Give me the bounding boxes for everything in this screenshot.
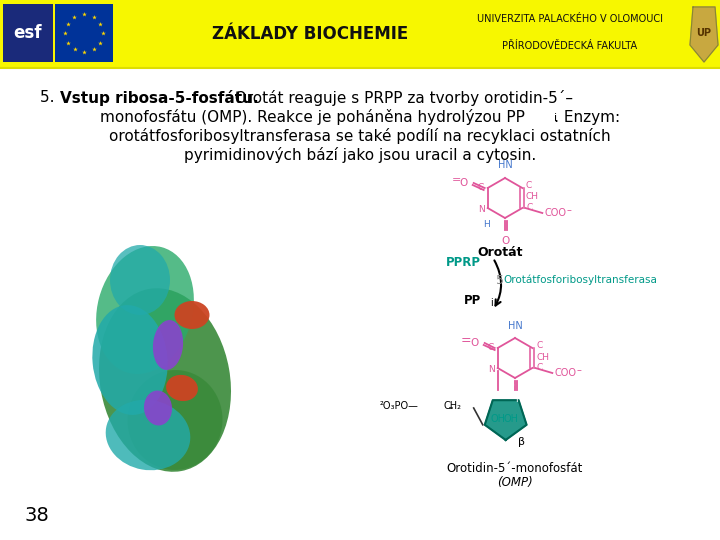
Text: Vstup ribosa-5-fosfátu.: Vstup ribosa-5-fosfátu. bbox=[60, 90, 258, 106]
Text: UNIVERZITA PALACKÉHO V OLOMOUCI: UNIVERZITA PALACKÉHO V OLOMOUCI bbox=[477, 14, 663, 24]
Text: –: – bbox=[576, 365, 581, 375]
Bar bbox=[55, 4, 113, 62]
Text: HN: HN bbox=[498, 160, 513, 170]
Text: ZÁKLADY BIOCHEMIE: ZÁKLADY BIOCHEMIE bbox=[212, 25, 408, 43]
Ellipse shape bbox=[92, 305, 168, 415]
Text: C: C bbox=[477, 184, 484, 192]
Text: O: O bbox=[501, 236, 509, 246]
Text: H: H bbox=[499, 446, 506, 455]
Text: esf: esf bbox=[14, 24, 42, 42]
Text: N: N bbox=[478, 206, 485, 214]
Text: C: C bbox=[536, 363, 543, 373]
Text: C: C bbox=[536, 341, 543, 350]
Text: i: i bbox=[554, 113, 557, 123]
Text: N: N bbox=[488, 366, 495, 375]
Text: H: H bbox=[483, 397, 490, 406]
Text: HN: HN bbox=[508, 321, 523, 331]
Text: OH: OH bbox=[490, 414, 505, 424]
Text: 38: 38 bbox=[25, 506, 50, 525]
Bar bbox=[0, 0, 720, 68]
Text: C: C bbox=[526, 180, 531, 190]
Text: CH: CH bbox=[536, 353, 549, 362]
Text: 5: 5 bbox=[496, 273, 504, 287]
Text: PPRP: PPRP bbox=[446, 256, 481, 269]
Text: O: O bbox=[470, 338, 479, 348]
Text: C: C bbox=[526, 204, 533, 213]
Text: H: H bbox=[483, 220, 490, 229]
Text: COO: COO bbox=[554, 368, 576, 378]
Text: PP: PP bbox=[464, 294, 481, 307]
Ellipse shape bbox=[144, 390, 172, 426]
Ellipse shape bbox=[153, 320, 183, 370]
Ellipse shape bbox=[110, 245, 170, 315]
Bar bbox=[3, 4, 53, 62]
Text: COO: COO bbox=[544, 208, 567, 218]
Ellipse shape bbox=[174, 301, 210, 329]
Text: Orotát: Orotát bbox=[477, 246, 523, 259]
Text: β: β bbox=[518, 437, 525, 447]
Text: =: = bbox=[461, 334, 472, 348]
Text: orotátfosforibosyltransferasa se také podílí na recyklaci ostatních: orotátfosforibosyltransferasa se také po… bbox=[109, 128, 611, 144]
Text: Orotátfosforibosyltransferasa: Orotátfosforibosyltransferasa bbox=[503, 275, 657, 285]
Ellipse shape bbox=[96, 246, 194, 374]
Ellipse shape bbox=[127, 370, 222, 470]
Text: H: H bbox=[530, 423, 536, 433]
Text: 5.: 5. bbox=[40, 90, 64, 105]
Text: H: H bbox=[516, 395, 522, 404]
Polygon shape bbox=[485, 400, 526, 440]
Ellipse shape bbox=[99, 288, 231, 472]
Text: CH: CH bbox=[526, 192, 539, 201]
Polygon shape bbox=[690, 7, 718, 62]
Text: –: – bbox=[567, 205, 571, 215]
Text: O: O bbox=[459, 178, 468, 188]
Text: ²O₃PO—: ²O₃PO— bbox=[380, 401, 418, 411]
Text: C: C bbox=[487, 343, 494, 353]
Text: Orotidin-5´-monofosfát: Orotidin-5´-monofosfát bbox=[447, 462, 583, 475]
Ellipse shape bbox=[106, 400, 190, 470]
Text: =: = bbox=[452, 175, 462, 185]
Text: monofosfátu (OMP). Reakce je poháněna hydrolýzou PP      . Enzym:: monofosfátu (OMP). Reakce je poháněna hy… bbox=[100, 109, 620, 125]
Bar bbox=[0, 68, 720, 540]
Text: i: i bbox=[490, 298, 492, 308]
Ellipse shape bbox=[166, 375, 198, 401]
Text: CH₂: CH₂ bbox=[444, 401, 462, 411]
Text: UP: UP bbox=[696, 28, 711, 38]
Text: PŘÍRODOVĚDECKÁ FAKULTA: PŘÍRODOVĚDECKÁ FAKULTA bbox=[503, 41, 638, 51]
Text: O: O bbox=[507, 381, 515, 391]
Text: Orotát reaguje s PRPP za tvorby orotidin-5´–: Orotát reaguje s PRPP za tvorby orotidin… bbox=[225, 90, 573, 106]
Text: OH: OH bbox=[503, 414, 518, 424]
Text: (OMP): (OMP) bbox=[497, 476, 533, 489]
Text: pyrimidinových bází jako jsou uracil a cytosin.: pyrimidinových bází jako jsou uracil a c… bbox=[184, 147, 536, 163]
